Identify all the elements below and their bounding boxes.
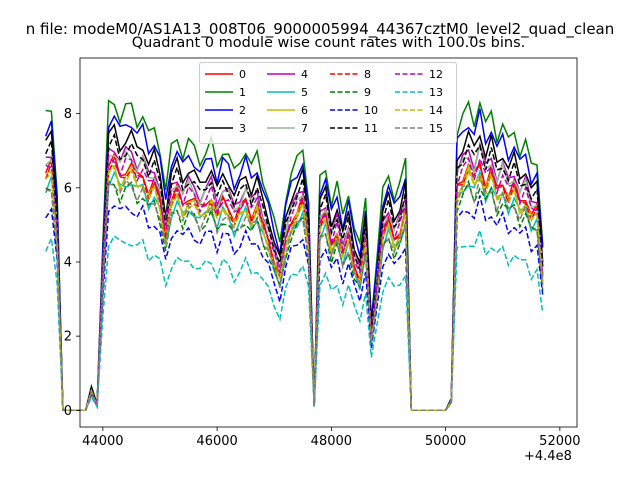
x-tick-label: 52000 (539, 434, 580, 449)
series-layer (44, 99, 544, 412)
legend-item-7: 7 (267, 121, 308, 135)
legend-item-15: 15 (395, 121, 443, 135)
y-tick-label: 2 (64, 330, 72, 345)
axes-frame (79, 57, 578, 428)
x-axis: 44000 46000 48000 50000 52000 (82, 427, 581, 449)
legend-label: 12 (429, 67, 443, 81)
y-tick-label: 4 (64, 255, 72, 270)
y-tick-label: 0 (64, 404, 72, 419)
legend-label: 13 (429, 85, 443, 99)
legend-label: 8 (364, 67, 371, 81)
series-line-0 (45, 151, 544, 412)
series-line-1 (45, 99, 544, 412)
legend-item-10: 10 (330, 103, 378, 117)
legend-item-3: 3 (205, 121, 246, 135)
series-line-8 (44, 156, 544, 412)
x-offset-label: +4.4e8 (524, 449, 572, 464)
legend-swatch (205, 73, 233, 75)
legend-item-8: 8 (330, 67, 371, 81)
figure-suptitle: n file: modeM0/AS1A13_008T06_9000005994_… (25, 20, 615, 38)
x-tick-label: 48000 (311, 434, 352, 449)
series-line-2 (44, 108, 544, 412)
legend-swatch (330, 73, 358, 75)
series-line-12 (45, 155, 544, 412)
legend-swatch (395, 73, 423, 75)
legend-item-14: 14 (395, 103, 443, 117)
legend-swatch (395, 109, 423, 111)
legend-swatch (205, 109, 233, 111)
legend-item-11: 11 (330, 121, 378, 135)
legend-label: 6 (301, 103, 308, 117)
legend-label: 11 (364, 121, 378, 135)
legend-swatch (267, 109, 295, 111)
series-line-9 (45, 179, 544, 412)
legend-swatch (205, 127, 233, 129)
legend-label: 15 (429, 121, 443, 135)
legend-swatch (395, 127, 423, 129)
legend-item-6: 6 (267, 103, 308, 117)
legend-label: 4 (301, 67, 308, 81)
series-line-11 (45, 132, 544, 412)
legend-item-9: 9 (330, 85, 371, 99)
series-line-15 (45, 174, 544, 412)
legend-label: 14 (429, 103, 443, 117)
series-line-10 (45, 195, 544, 412)
legend-item-4: 4 (267, 67, 308, 81)
legend-item-12: 12 (395, 67, 443, 81)
legend-item-0: 0 (205, 67, 246, 81)
legend-swatch (205, 91, 233, 93)
legend-label: 0 (239, 67, 246, 81)
x-tick-label: 50000 (425, 434, 466, 449)
y-tick-label: 6 (64, 181, 72, 196)
legend-label: 1 (239, 85, 246, 99)
series-line-13 (45, 227, 544, 412)
legend-label: 2 (239, 103, 246, 117)
y-tick-label: 8 (64, 107, 72, 122)
legend-label: 10 (364, 103, 378, 117)
legend: 0 1 2 3 4 5 6 7 8 9 10 11 12 13 14 15 (199, 62, 457, 144)
y-axis: 0 2 4 6 8 (64, 107, 80, 419)
legend-swatch (267, 91, 295, 93)
x-tick-label: 46000 (196, 434, 237, 449)
x-tick-label: 44000 (82, 434, 123, 449)
legend-swatch (330, 91, 358, 93)
series-line-6 (45, 163, 544, 412)
legend-swatch (330, 127, 358, 129)
legend-item-2: 2 (205, 103, 246, 117)
legend-label: 3 (239, 121, 246, 135)
legend-item-13: 13 (395, 85, 443, 99)
legend-swatch (330, 109, 358, 111)
legend-label: 9 (364, 85, 371, 99)
legend-label: 7 (301, 121, 308, 135)
legend-swatch (395, 91, 423, 93)
legend-item-1: 1 (205, 85, 246, 99)
legend-item-5: 5 (267, 85, 308, 99)
legend-label: 5 (301, 85, 308, 99)
chart-title: Quadrant 0 module wise count rates with … (131, 35, 526, 51)
series-line-3 (45, 122, 544, 412)
legend-swatch (267, 127, 295, 129)
legend-swatch (267, 73, 295, 75)
